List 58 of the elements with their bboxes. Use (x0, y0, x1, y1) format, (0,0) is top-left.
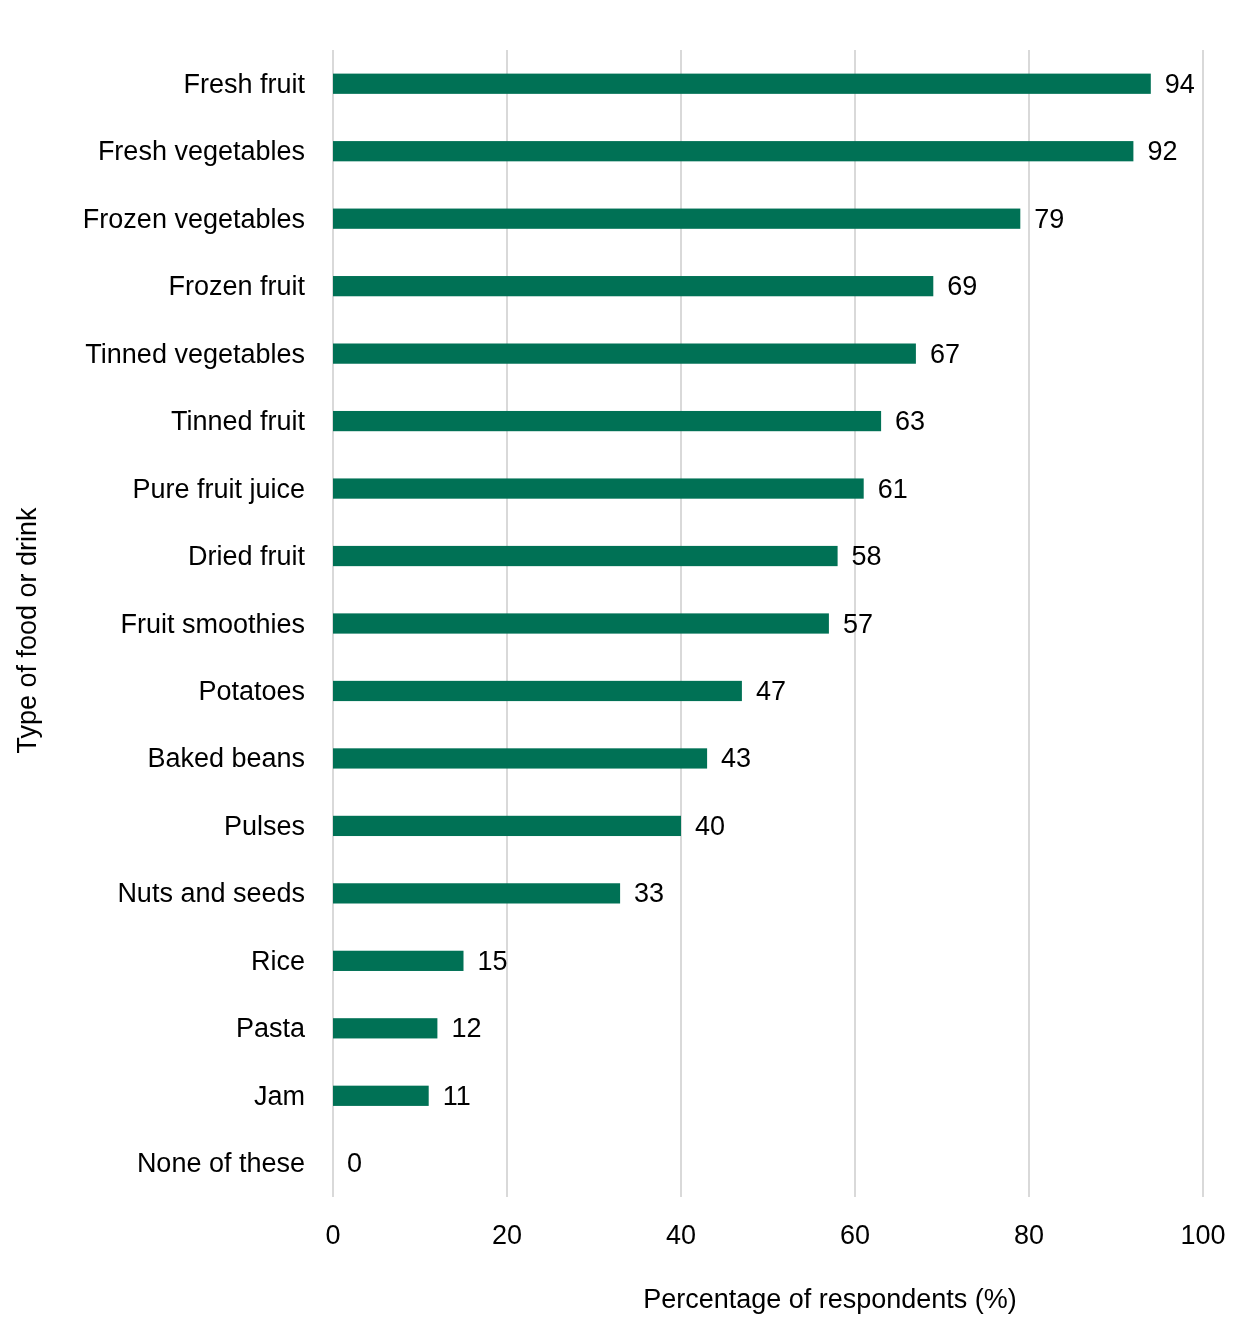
x-tick-label: 0 (325, 1220, 341, 1250)
bar (333, 1085, 429, 1106)
y-tick-label: Fruit smoothies (120, 608, 305, 639)
y-tick-label: Pasta (235, 1013, 306, 1044)
y-tick-label: Dried fruit (187, 541, 306, 572)
data-label: 40 (695, 810, 726, 841)
data-label: 11 (442, 1080, 471, 1111)
y-tick-label: Pure fruit juice (132, 473, 305, 504)
y-tick-label: Fresh fruit (183, 68, 306, 99)
y-tick-label: Pulses (223, 810, 305, 841)
x-tick-label: 100 (1180, 1220, 1226, 1250)
data-label: 63 (895, 406, 926, 437)
bar (333, 950, 464, 971)
data-label: 0 (347, 1148, 363, 1179)
bar (333, 73, 1151, 94)
y-tick-label: Frozen vegetables (82, 203, 305, 234)
bar (333, 410, 882, 432)
x-axis-title: Percentage of respondents (%) (643, 1284, 1017, 1314)
y-tick-label: Baked beans (147, 743, 305, 774)
y-tick-label: Frozen fruit (168, 271, 306, 302)
y-tick-label: None of these (136, 1148, 305, 1179)
data-label: 58 (851, 541, 882, 572)
y-tick-label: Jam (253, 1080, 305, 1111)
bar (333, 141, 1134, 162)
y-tick-label: Rice (250, 945, 305, 976)
data-label: 57 (842, 608, 873, 639)
bar (333, 343, 916, 364)
data-label: 92 (1147, 136, 1178, 167)
x-tick-label: 80 (1013, 1220, 1045, 1250)
bar (333, 208, 1021, 229)
data-label: 67 (929, 338, 960, 369)
y-tick-label: Nuts and seeds (117, 878, 305, 909)
bar (333, 613, 829, 634)
data-label: 79 (1034, 203, 1065, 234)
y-tick-label: Tinned vegetables (85, 338, 305, 369)
y-tick-label: Potatoes (198, 675, 305, 706)
x-tick-label: 20 (491, 1220, 523, 1250)
y-tick-label: Tinned fruit (170, 406, 306, 437)
data-label: 69 (947, 271, 978, 302)
bar (333, 748, 708, 769)
y-tick-label: Fresh vegetables (97, 136, 305, 167)
data-label: 47 (755, 675, 786, 706)
data-label: 94 (1164, 68, 1195, 99)
data-label: 12 (451, 1013, 482, 1044)
bar (333, 1018, 438, 1039)
data-label: 33 (634, 878, 665, 909)
data-label: 15 (477, 945, 508, 976)
data-label: 43 (721, 743, 752, 774)
bar (333, 680, 742, 702)
bar (333, 276, 934, 297)
data-label: 61 (877, 473, 908, 504)
bar (333, 478, 864, 499)
x-tick-label: 60 (839, 1220, 871, 1250)
bar (333, 545, 838, 567)
bar (333, 815, 681, 837)
bar (333, 883, 621, 904)
x-tick-label: 40 (665, 1220, 697, 1250)
y-axis-title: Type of food or drink (12, 506, 42, 754)
